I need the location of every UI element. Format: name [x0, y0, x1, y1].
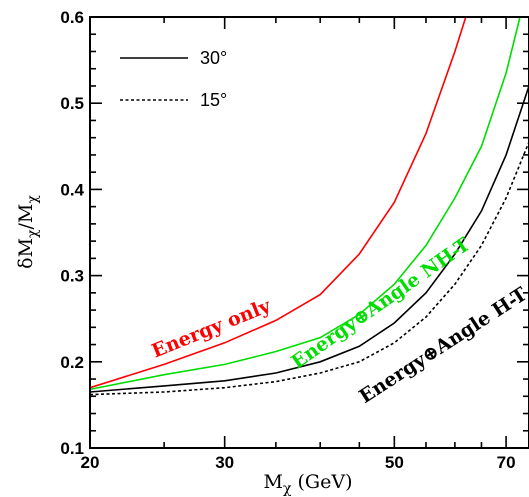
x-axis-title-main: M: [264, 471, 283, 493]
series-line-energy-only: [89, 16, 467, 389]
y-tick-label: 0.2: [60, 353, 84, 372]
series-line-energy-angle-ht-15: [89, 141, 529, 396]
x-axis-title-unit: (GeV): [291, 471, 352, 493]
legend-label: 15°: [200, 90, 227, 110]
y-tick-label: 0.5: [60, 94, 84, 113]
y-axis-title-sub: χ: [25, 229, 41, 238]
legend-label: 30°: [200, 48, 227, 68]
series-line-energy-angle-ht-30: [89, 85, 529, 393]
y-tick-label: 0.4: [60, 180, 84, 199]
y-tick-label: 0.1: [60, 439, 84, 458]
legend: 30° 15°: [120, 48, 227, 110]
x-tick-label: 50: [385, 453, 404, 472]
x-tick-label: 30: [215, 453, 234, 472]
x-tick-label: 70: [497, 453, 516, 472]
y-axis-title-part: δM: [15, 238, 37, 269]
x-axis-title-sub: χ: [283, 481, 292, 497]
x-tick-label: 20: [81, 453, 100, 472]
y-tick-label: 0.3: [60, 267, 84, 286]
y-tick-label: 0.6: [60, 8, 84, 27]
y-axis-title: δMχ/Mχ: [15, 195, 41, 269]
series-line-energy-angle-nht: [89, 16, 521, 391]
series-layer: [89, 16, 529, 396]
y-axis-title-sub: χ: [25, 195, 41, 204]
plot-frame: [89, 16, 529, 449]
y-axis-title-part: /M: [15, 204, 37, 230]
x-axis-title: Mχ (GeV): [264, 471, 353, 497]
